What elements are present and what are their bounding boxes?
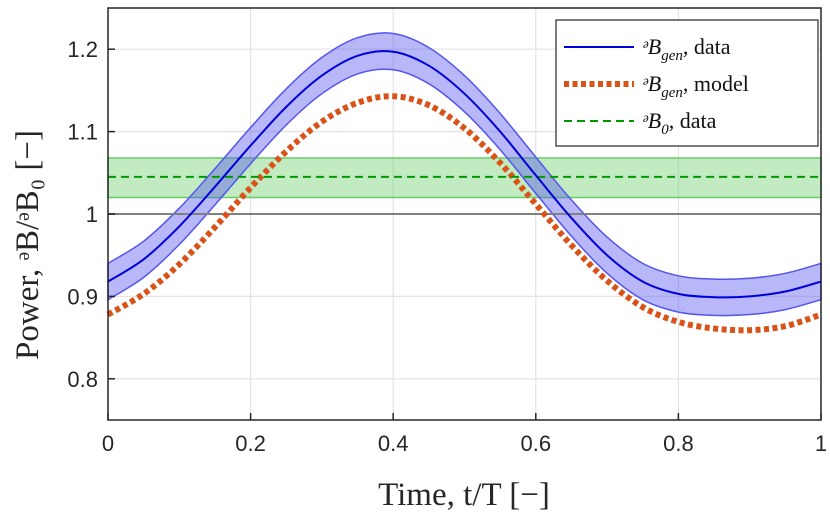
y-tick-label: 1.1 [67,120,98,145]
legend-label: ᵊBgen, data [642,34,731,64]
legend-label: ᵊBgen, model [642,71,749,101]
ticks: 0 0.2 0.4 0.6 0.8 1 0.8 0.9 1 1.1 1.2 [67,37,827,456]
x-axis-title: Time, t/T [−] [378,477,550,513]
x-tick-label: 0 [102,431,114,456]
x-tick-label: 0.6 [521,431,552,456]
x-tick-label: 0.8 [663,431,694,456]
y-axis-title: Power, ᵊB/ᵊB₀ [−] [10,130,46,360]
x-tick-label: 0.4 [378,431,409,456]
series-lines [106,50,822,334]
pgen-data-line [107,50,822,299]
x-tick-label: 1 [815,431,827,456]
y-tick-label: 1.2 [67,37,98,62]
legend-label: ᵊB0, data [642,108,717,138]
y-tick-label: 0.8 [67,367,98,392]
y-tick-label: 1 [86,202,98,227]
pgen-model-line [106,93,822,334]
y-tick-label: 0.9 [67,284,98,309]
x-tick-label: 0.2 [235,431,266,456]
legend: ᵊBgen, data ᵊBgen, model ᵊB0, data [555,19,819,147]
